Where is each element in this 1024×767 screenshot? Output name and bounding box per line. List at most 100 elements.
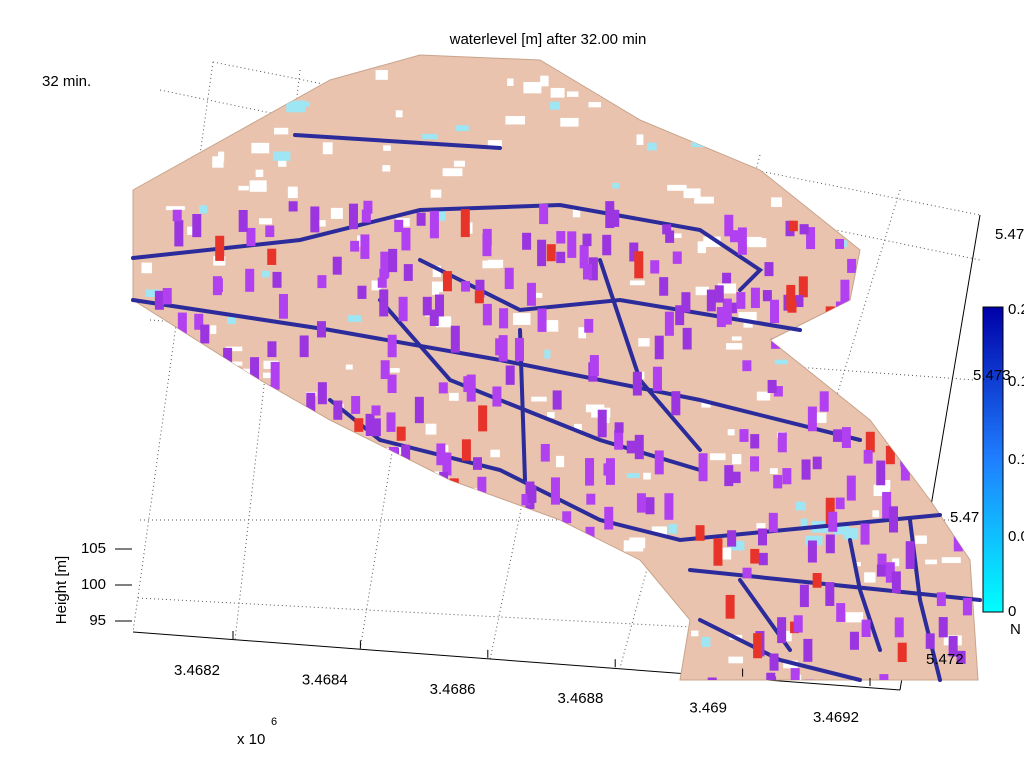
water-bar [278,294,288,319]
water-bar [597,409,607,438]
building [916,382,931,393]
water-bar [262,385,272,397]
building [152,149,163,158]
building [941,557,961,564]
water-bar [589,355,599,377]
water-bar [539,634,549,648]
building [695,286,709,296]
water-bar [556,231,566,244]
water-bar [429,210,439,239]
building [873,484,890,496]
water-bar [174,220,184,247]
building [927,270,943,280]
building [952,73,960,83]
water-bar [256,478,266,499]
water-bar [431,527,441,541]
water-bar [461,281,471,292]
water-bar [672,251,682,264]
water-bar [832,429,842,442]
building [756,523,766,529]
water-bar [819,391,829,412]
building [326,545,343,552]
building [313,220,326,227]
building [383,145,391,151]
water-bar [846,475,856,501]
building [573,423,582,431]
water-bar [793,615,803,633]
water-bar [725,594,735,619]
water-bar [617,557,627,581]
building [460,622,477,634]
water-bar [388,248,398,273]
water-bar [825,534,835,554]
water-bar [398,296,408,322]
water-bar [475,279,485,298]
building [913,90,931,103]
building [208,111,218,119]
water-bar [429,309,439,326]
water-bar [585,526,595,552]
water-bar [194,313,204,330]
building [892,558,900,567]
x-tick-label: 3.4682 [174,662,220,679]
water-bar [230,550,240,576]
water-bar [403,507,413,524]
building [435,210,446,221]
building [922,124,934,130]
water-bar [962,597,972,616]
building [784,630,792,642]
water-bar [786,284,796,310]
water-bar [454,588,464,601]
building [507,78,514,86]
building [683,74,690,81]
water-bar [270,361,280,390]
water-bar [885,297,895,309]
building [490,449,500,458]
water-bar [790,668,800,680]
building [442,168,463,177]
water-bar [858,356,868,372]
water-bar [295,626,305,640]
water-bar [588,257,598,281]
water-bar [217,409,227,430]
building [226,79,236,90]
building [435,316,452,328]
z-tick-label: 95 [89,612,106,629]
building [864,572,876,583]
water-bar [192,214,202,238]
building [199,205,208,214]
water-bar [825,582,835,606]
y-tick-label: 5.473 [973,367,1011,384]
annotation: 32 min. [42,73,91,90]
water-bar [379,289,389,317]
building [238,185,249,191]
water-bar [860,348,870,375]
water-bar [208,542,218,566]
building [292,582,303,592]
water-bar [292,577,302,589]
building [222,545,242,553]
water-bar [610,209,620,227]
building [430,189,442,198]
building [530,292,543,298]
building [448,392,459,401]
water-bar [742,360,752,372]
x-tick-label: 3.4684 [302,671,348,688]
water-bar [695,525,705,541]
water-bar [380,251,390,278]
water-bar [585,458,595,486]
water-bar [634,434,644,460]
building [792,331,809,342]
building [255,169,264,178]
water-bar [562,511,572,524]
water-bar [162,543,172,565]
building [458,554,468,566]
building [544,349,551,359]
building [550,87,565,98]
water-bar [263,621,273,634]
water-bar [771,338,781,349]
building [850,378,869,386]
building [728,540,745,551]
water-bar [388,446,398,459]
building [872,510,880,518]
